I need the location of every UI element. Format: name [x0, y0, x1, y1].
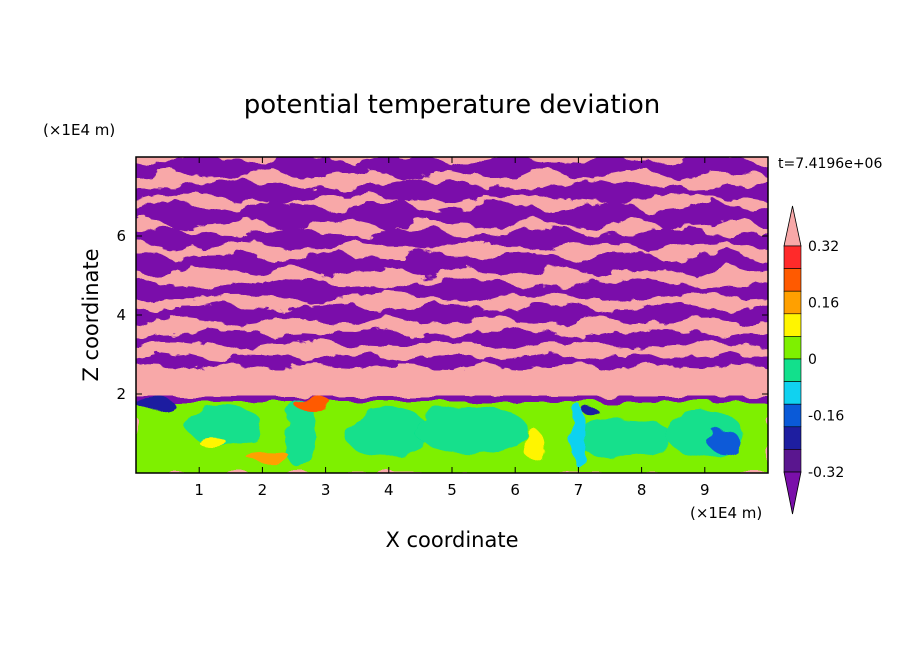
colorbar-swatch	[783, 449, 802, 473]
x-tick-label: 2	[258, 481, 268, 499]
negative-band	[136, 198, 768, 232]
x-tick-label: 4	[384, 481, 394, 499]
colorbar-swatch	[783, 313, 802, 337]
negative-band	[136, 157, 768, 182]
boundary-eddy	[197, 436, 226, 447]
plot-field	[136, 157, 768, 473]
boundary-eddy	[583, 407, 599, 416]
boundary-eddy	[524, 429, 544, 462]
time-label: t=7.4196e+06	[778, 156, 882, 172]
boundary-eddy	[284, 397, 317, 470]
colorbar-label: 0.32	[808, 239, 839, 255]
boundary-eddy	[570, 403, 586, 468]
colorbar-swatch	[783, 336, 802, 360]
boundary-eddy	[344, 409, 434, 458]
upper-layers	[136, 157, 768, 371]
colorbar-extend-bottom	[783, 471, 802, 515]
y-unit-label: (×1E4 m)	[43, 121, 115, 139]
x-axis-label: X coordinate	[385, 528, 518, 552]
chart-title: potential temperature deviation	[244, 90, 660, 120]
colorbar-swatch	[783, 381, 802, 405]
boundary-eddy	[414, 405, 528, 454]
x-tick-label: 1	[194, 481, 204, 499]
x-tick-label: 6	[510, 481, 520, 499]
colorbar: 0.32 0.16 0 -0.16 -0.32	[783, 205, 844, 515]
x-tick-label: 5	[447, 481, 457, 499]
negative-band	[136, 226, 768, 252]
boundary-eddy	[186, 405, 263, 446]
colorbar-swatch	[783, 358, 802, 382]
y-axis: 2 4 6	[116, 227, 768, 403]
colorbar-swatch	[783, 290, 802, 315]
y-tick-label: 2	[116, 385, 126, 403]
negative-band	[136, 249, 768, 279]
negative-band	[136, 351, 768, 371]
colorbar-swatch	[783, 426, 802, 450]
colorbar-label: -0.16	[808, 409, 844, 425]
x-tick-label: 7	[574, 481, 584, 499]
negative-band	[136, 327, 768, 350]
boundary-top	[136, 395, 768, 402]
colorbar-label: -0.32	[808, 465, 844, 481]
boundary-layer	[136, 395, 768, 473]
negative-band	[136, 301, 768, 326]
x-tick-label: 3	[321, 481, 331, 499]
colorbar-swatch	[783, 245, 802, 269]
x-tick-label: 8	[637, 481, 647, 499]
colorbar-label: 0.16	[808, 296, 839, 312]
x-axis: 1 2 3 4 5 6 7 8 9	[194, 157, 710, 499]
colorbar-label: 0	[808, 352, 817, 368]
boundary-eddy	[707, 429, 740, 454]
negative-band	[136, 277, 768, 303]
negative-band	[136, 178, 768, 205]
y-tick-label: 6	[116, 227, 126, 245]
y-tick-label: 4	[116, 306, 126, 324]
colorbar-extend-top	[783, 205, 802, 247]
colorbar-swatch	[783, 403, 802, 428]
boundary-eddy	[572, 417, 674, 458]
x-tick-label: 9	[700, 481, 710, 499]
boundary-eddy	[294, 396, 332, 411]
x-unit-label: (×1E4 m)	[690, 504, 762, 522]
boundary-eddy	[136, 397, 174, 410]
y-axis-label: Z coordinate	[79, 248, 103, 381]
boundary-eddy	[246, 453, 291, 462]
colorbar-swatch	[783, 268, 802, 292]
